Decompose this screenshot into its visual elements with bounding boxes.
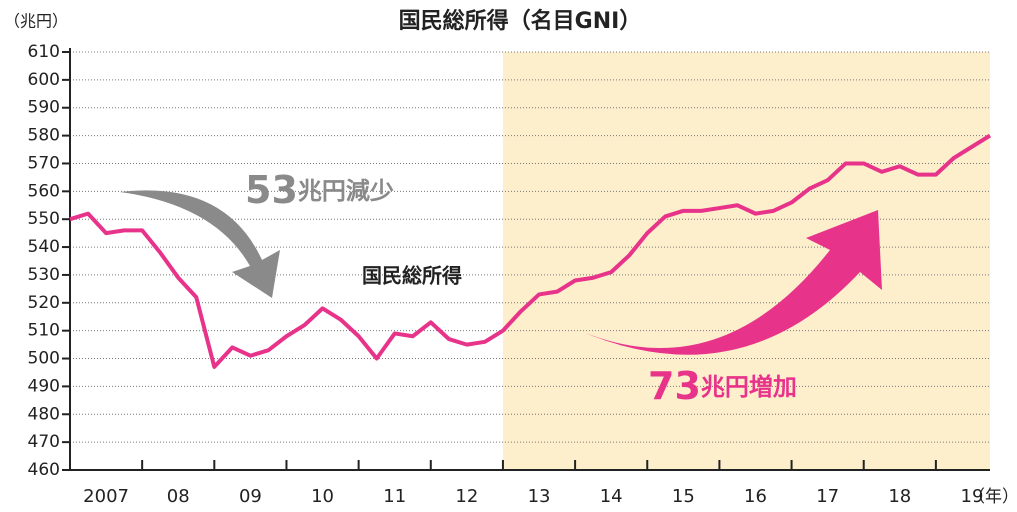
increase-arrow [578, 210, 882, 355]
data-line [69, 133, 992, 369]
x-tick-label: 2007 [83, 486, 129, 507]
x-tick-label: 10 [311, 486, 334, 507]
x-tick-label: 15 [672, 486, 695, 507]
y-tick-label: 580 [28, 126, 60, 146]
y-tick-label: 570 [28, 153, 60, 173]
x-tick-label: 08 [167, 486, 190, 507]
y-tick-label: 600 [28, 70, 60, 90]
y-tick-label: 500 [28, 349, 60, 369]
x-tick-label: 14 [600, 486, 623, 507]
y-axis-label: （兆円） [4, 12, 68, 31]
x-tick-label: 13 [528, 486, 551, 507]
y-tick-label: 490 [28, 376, 60, 396]
annotation-number: 53 [245, 168, 298, 212]
highlight-region [502, 52, 990, 470]
x-axis-label: （年） [968, 487, 1017, 507]
x-tick-label: 16 [744, 486, 767, 507]
x-tick-label: 18 [888, 486, 911, 507]
x-tick-label: 19 [961, 486, 984, 507]
chart-title: 国民総所得（名目GNI） [399, 8, 642, 34]
decrease-arrow [120, 190, 280, 298]
y-tick-label: 540 [28, 237, 60, 257]
y-tick-label: 530 [28, 265, 60, 285]
y-tick-label: 470 [28, 432, 60, 452]
y-tick-label: 610 [28, 42, 60, 62]
y-tick-label: 560 [28, 181, 60, 201]
y-tick-label: 510 [28, 321, 60, 341]
y-tick-label: 520 [28, 293, 60, 313]
y-tick-label: 460 [28, 460, 60, 480]
y-tick-label: 590 [28, 98, 60, 118]
annotation: 73兆円増加 [648, 364, 797, 408]
x-tick-label: 11 [383, 486, 406, 507]
annotation-text: 兆円減少 [298, 177, 394, 205]
annotation: 53兆円減少 [245, 168, 394, 212]
y-tick-label: 480 [28, 404, 60, 424]
annotation-text: 兆円増加 [701, 373, 797, 401]
series-label: 国民総所得 [362, 264, 462, 288]
x-tick-label: 09 [239, 486, 262, 507]
annotation-number: 73 [648, 364, 701, 408]
x-tick-label: 12 [455, 486, 478, 507]
x-tick-label: 17 [816, 486, 839, 507]
y-tick-label: 550 [28, 209, 60, 229]
